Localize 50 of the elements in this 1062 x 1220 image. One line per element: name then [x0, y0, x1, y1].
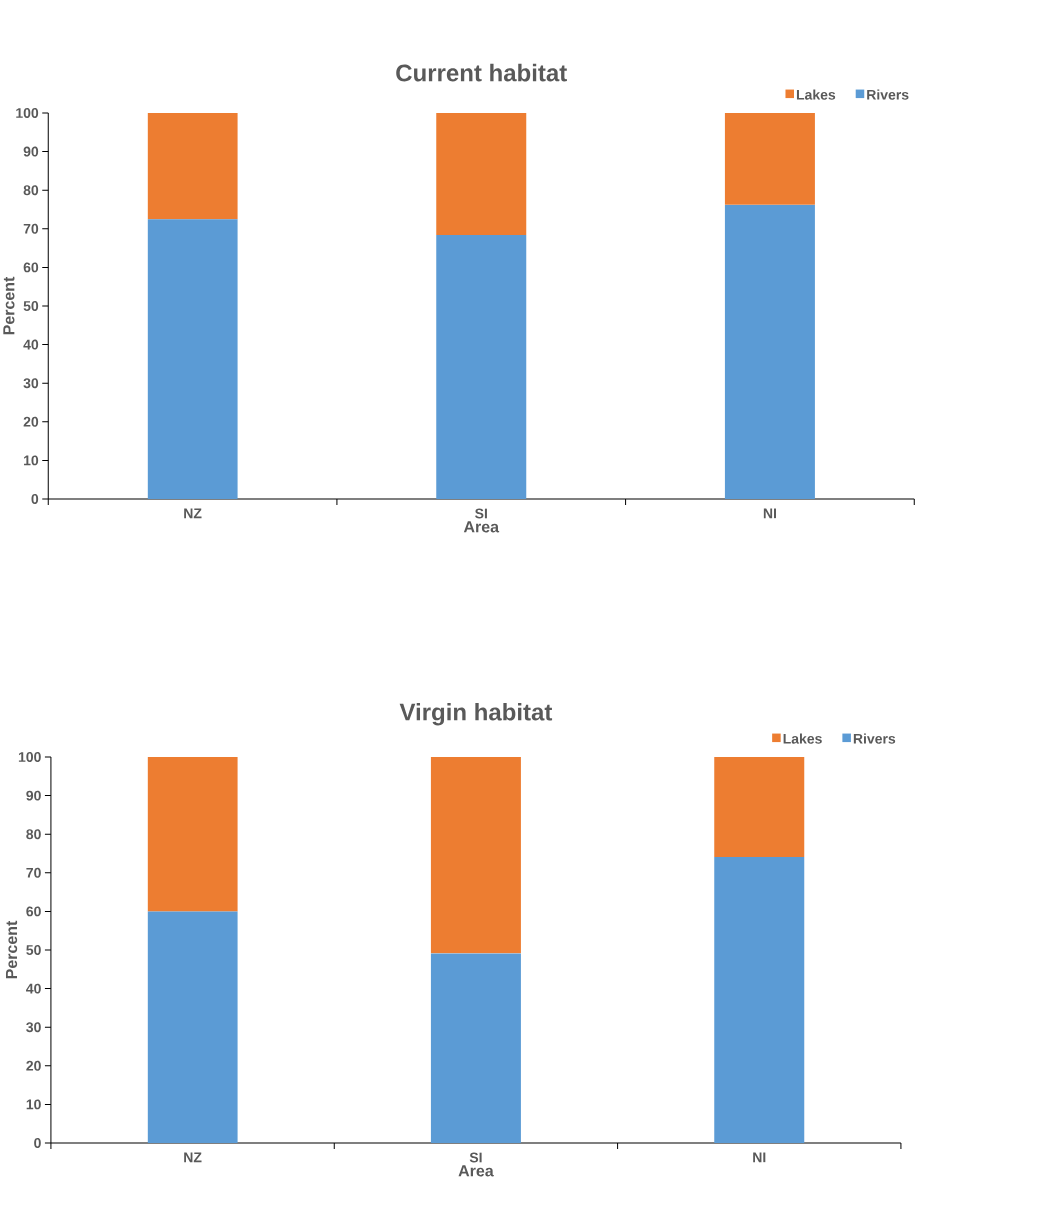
legend-label: Rivers [854, 733, 896, 744]
legend-label: Lakes [797, 89, 836, 100]
bar [725, 112, 816, 205]
legend-label: Lakes [783, 733, 823, 744]
y-tick-label: 100 [19, 752, 42, 762]
bar [714, 756, 805, 857]
bar [725, 204, 816, 499]
y-tick-label: 60 [23, 262, 39, 273]
y-tick-label: 70 [23, 223, 39, 234]
y-tick-label: 0 [31, 494, 39, 504]
y-tick-label: 40 [23, 339, 39, 350]
y-axis-title: Percent [6, 920, 18, 979]
y-tick-label: 50 [26, 945, 42, 955]
x-tick-label: NZ [184, 1152, 202, 1163]
y-tick-label: 40 [26, 983, 42, 994]
bar [436, 234, 527, 499]
y-tick-label: 50 [23, 301, 39, 311]
bar [147, 911, 238, 1143]
x-tick-label: SI [469, 1152, 482, 1163]
bar [147, 756, 238, 912]
y-tick-label: 70 [26, 867, 42, 878]
x-axis-title: Area [464, 521, 500, 533]
bar [147, 112, 238, 220]
y-tick-label: 90 [26, 790, 42, 801]
legend-label: Rivers [867, 89, 909, 100]
x-tick-label: NZ [184, 508, 202, 519]
y-tick-label: 90 [23, 146, 39, 157]
y-tick-label: 30 [23, 378, 39, 389]
y-tick-label: 20 [26, 1060, 42, 1071]
bar [714, 856, 805, 1143]
x-tick-label: NI [764, 508, 777, 519]
y-tick-label: 80 [26, 829, 42, 840]
y-tick-label: 60 [26, 906, 42, 917]
y-tick-label: 0 [34, 1138, 42, 1148]
y-axis-title: Percent [3, 276, 15, 335]
y-tick-label: 10 [26, 1099, 42, 1110]
bar [431, 756, 522, 954]
x-tick-label: SI [475, 508, 488, 519]
bar [436, 112, 527, 235]
x-tick-label: NI [753, 1152, 766, 1163]
chart-title: Current habitat [396, 63, 568, 82]
y-tick-label: 80 [23, 185, 39, 196]
y-tick-label: 100 [16, 108, 39, 118]
x-axis-title: Area [458, 1165, 495, 1177]
bar [431, 953, 522, 1143]
bar [147, 219, 238, 499]
y-tick-label: 20 [23, 416, 39, 427]
chart-title: Virgin habitat [399, 702, 553, 726]
y-tick-label: 30 [26, 1022, 42, 1033]
y-tick-label: 10 [24, 455, 39, 466]
